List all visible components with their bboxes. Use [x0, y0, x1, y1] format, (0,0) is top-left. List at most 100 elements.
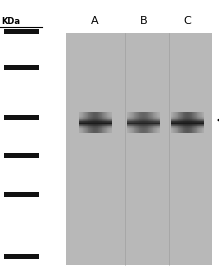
Bar — [4, 192, 39, 197]
Bar — [158, 113, 159, 133]
Bar — [186, 113, 187, 133]
Bar — [188, 113, 189, 133]
Text: KDa: KDa — [1, 17, 20, 26]
Bar — [79, 119, 111, 120]
Bar — [79, 114, 111, 115]
Bar — [102, 113, 103, 133]
Bar — [127, 131, 160, 132]
Bar — [127, 112, 160, 113]
Bar — [127, 122, 160, 123]
Bar — [79, 113, 111, 114]
Bar — [138, 113, 139, 133]
Bar — [171, 120, 204, 121]
Bar — [127, 123, 160, 124]
Bar — [133, 113, 134, 133]
Bar — [171, 118, 204, 119]
Bar — [132, 113, 133, 133]
Bar — [180, 113, 181, 133]
Bar — [173, 113, 174, 133]
Bar — [134, 113, 135, 133]
Bar — [190, 113, 191, 133]
Bar — [152, 113, 153, 133]
Bar — [171, 129, 204, 130]
Bar — [171, 122, 204, 123]
Bar — [135, 113, 136, 133]
Bar — [171, 113, 172, 133]
Bar — [171, 117, 204, 118]
Bar — [131, 113, 132, 133]
Bar — [80, 113, 81, 133]
Bar — [127, 130, 160, 131]
Bar — [145, 113, 146, 133]
Bar — [127, 125, 160, 126]
Bar — [79, 128, 111, 129]
Bar — [79, 112, 111, 113]
Bar — [96, 113, 97, 133]
Bar — [192, 113, 193, 133]
Bar — [189, 113, 190, 133]
Bar — [108, 113, 109, 133]
Bar — [171, 115, 204, 116]
Bar — [93, 113, 94, 133]
Bar — [147, 113, 148, 133]
Bar — [202, 113, 203, 133]
Bar — [156, 113, 157, 133]
Bar — [171, 113, 204, 114]
Bar — [201, 113, 202, 133]
Bar — [4, 254, 39, 259]
Bar — [4, 153, 39, 158]
Bar — [88, 113, 89, 133]
Bar — [171, 131, 204, 132]
Bar — [127, 129, 160, 130]
Bar — [200, 113, 201, 133]
Bar — [81, 113, 82, 133]
Bar — [101, 113, 102, 133]
Bar — [175, 113, 176, 133]
Bar — [127, 113, 128, 133]
Text: A: A — [91, 16, 99, 26]
Bar — [127, 124, 160, 125]
Bar — [99, 113, 100, 133]
Bar — [4, 29, 39, 34]
Bar — [149, 113, 150, 133]
Bar — [183, 113, 184, 133]
Bar — [97, 113, 98, 133]
Bar — [171, 114, 204, 115]
Bar — [91, 113, 92, 133]
Bar — [79, 124, 111, 125]
Bar — [171, 121, 204, 122]
Bar — [79, 130, 111, 131]
Bar — [127, 121, 160, 122]
Bar — [142, 113, 143, 133]
Bar — [181, 113, 182, 133]
Bar — [94, 113, 95, 133]
Bar — [139, 113, 140, 133]
Bar — [79, 131, 111, 132]
Bar — [90, 113, 91, 133]
Bar — [193, 113, 194, 133]
Bar — [127, 118, 160, 119]
Bar — [127, 119, 160, 120]
Bar — [127, 116, 160, 117]
Bar — [128, 113, 129, 133]
Bar — [148, 113, 149, 133]
Bar — [171, 119, 204, 120]
Bar — [105, 113, 106, 133]
Bar — [100, 113, 101, 133]
Bar — [150, 113, 151, 133]
Bar — [82, 113, 83, 133]
Bar — [199, 113, 200, 133]
Bar — [79, 129, 111, 130]
Bar — [79, 123, 111, 124]
Bar — [79, 116, 111, 117]
Bar — [79, 127, 111, 128]
Bar — [129, 113, 130, 133]
Bar — [79, 118, 111, 119]
Bar — [182, 113, 183, 133]
Bar — [155, 113, 156, 133]
Bar — [136, 113, 137, 133]
Bar — [185, 113, 186, 133]
Bar — [153, 113, 154, 133]
Bar — [171, 125, 204, 126]
Bar — [143, 113, 144, 133]
